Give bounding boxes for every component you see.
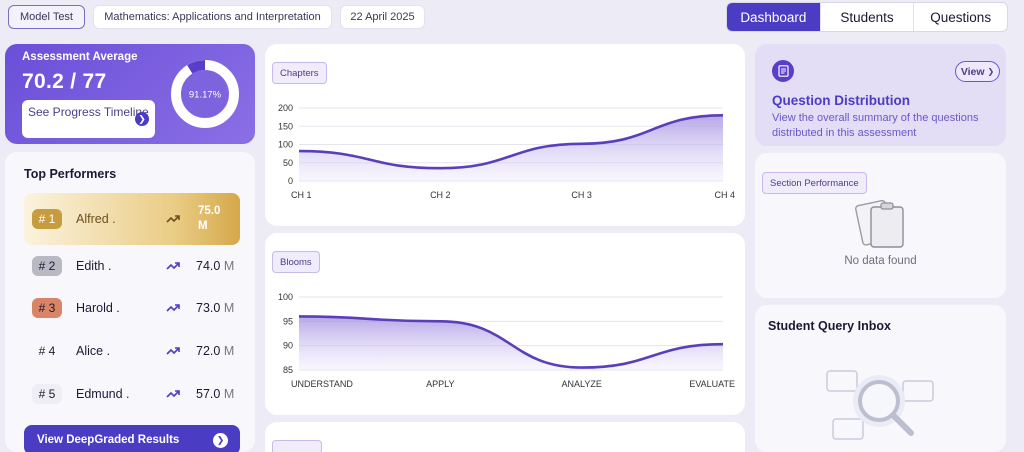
chapters-y-tick-label: 50 [283,158,293,168]
third-chart-tag [272,440,322,452]
tab-questions[interactable]: Questions [913,3,1007,31]
blooms-y-tick-label: 90 [283,341,293,351]
chapters-y-tick-label: 150 [278,121,293,131]
model-test-chip[interactable]: Model Test [8,5,85,29]
progress-button-label: See Progress Timeline [28,105,149,119]
tab-students[interactable]: Students [819,3,914,31]
performer-name: Edith . [76,259,112,273]
assessment-average-card: Assessment Average 70.2 / 77 See Progres… [5,44,255,144]
view-tabs: Dashboard Students Questions [726,2,1008,32]
student-query-inbox-card: Student Query Inbox [755,305,1006,452]
chapters-y-tick-label: 0 [288,176,293,186]
blooms-x-tick-label: UNDERSTAND [291,379,353,389]
tab-dashboard[interactable]: Dashboard [727,3,820,31]
document-icon [772,60,794,82]
top-performers-title: Top Performers [24,167,117,181]
blooms-y-tick-label: 85 [283,365,293,375]
third-chart-card [265,422,745,452]
no-data-text: No data found [844,255,917,267]
student-query-inbox-title: Student Query Inbox [768,319,891,333]
donut-center [182,71,228,117]
question-distribution-description: View the overall summary of the question… [772,112,979,139]
chevron-right-icon: ❯ [987,67,995,76]
chapters-y-tick-label: 200 [278,103,293,113]
chapters-x-tick-label: CH 3 [571,190,592,200]
performer-name: Alfred . [76,212,116,226]
performer-name: Harold . [76,301,120,315]
search-empty-illustration-icon [826,370,934,440]
rank-badge: # 5 [32,384,62,404]
blooms-y-tick-label: 100 [278,292,293,302]
view-deepgraded-results-button[interactable]: View DeepGraded Results ❯ [24,425,240,452]
subject-chip: Mathematics: Applications and Interpreta… [93,5,332,29]
trending-up-icon [166,215,180,223]
donut-progress-arc [171,59,239,128]
chapters-area-fill [299,115,723,181]
chevron-right-icon: ❯ [135,112,149,126]
performer-name: Alice . [76,344,111,358]
trending-up-icon [166,262,180,270]
performer-score: 57.0 M [196,387,235,401]
blooms-area-fill [299,316,723,370]
performer-row[interactable]: # 1 Alfred . 75.0 M [24,193,240,245]
performer-row[interactable]: # 5 Edmund . 57.0 M [24,375,240,413]
rank-badge: # 3 [32,298,62,318]
chapters-y-tick-label: 100 [278,140,293,150]
empty-clipboard-icon [855,199,904,248]
blooms-x-tick-label: EVALUATE [689,379,735,389]
date-chip: 22 April 2025 [340,5,425,29]
chapters-chart-card: Chapters 0 50 100 150 200 CH 1 CH 2 CH 3 CH 4 [265,44,745,226]
trending-up-icon [166,390,180,398]
rank-badge: # 2 [32,256,62,276]
performer-score: 72.0 M [196,344,235,358]
chapters-chart: 0 50 100 150 200 CH 1 CH 2 CH 3 CH 4 [278,103,735,200]
blooms-series-line [298,315,724,369]
trending-up-icon [166,304,180,312]
performer-row[interactable]: # 4 Alice . 72.0 M [24,332,240,370]
section-performance-tag: Section Performance [762,172,867,194]
chevron-right-icon: ❯ [213,433,228,448]
question-distribution-card: View ❯ Question Distribution View the ov… [755,44,1006,146]
blooms-x-tick-label: ANALYZE [561,379,601,389]
average-donut-chart: 91.17% [171,59,239,128]
blooms-x-tick-label: APPLY [426,379,454,389]
performer-score: 74.0 M [196,259,235,273]
chapters-series-line [298,114,724,170]
rank-badge: # 1 [32,209,62,229]
rank-badge: # 4 [38,344,56,358]
blooms-chart: 85 90 95 100 UNDERSTAND APPLY ANALYZE EVALUATE [278,292,735,389]
chapters-x-tick-label: CH 2 [430,190,451,200]
performer-name: Edmund . [76,387,130,401]
blooms-chart-tag: Blooms [272,251,320,273]
chapters-x-tick-label: CH 4 [714,190,735,200]
question-distribution-title: Question Distribution [772,93,910,108]
chapters-x-tick-label: CH 1 [291,190,312,200]
chapters-chart-tag: Chapters [272,62,327,84]
view-distribution-button[interactable]: View ❯ [955,61,1000,82]
see-progress-timeline-button[interactable]: See Progress Timeline ❯ [22,100,155,138]
trending-up-icon [166,347,180,355]
results-button-label: View DeepGraded Results [37,434,180,446]
blooms-y-tick-label: 95 [283,316,293,326]
performer-score: 75.0 M [198,205,221,232]
blooms-chart-card: Blooms 85 90 95 100 UNDERSTAND APPLY ANALYZE EV… [265,233,745,415]
performer-row[interactable]: # 2 Edith . 74.0 M [24,247,240,285]
assessment-average-score: 70.2 / 77 [22,70,107,93]
top-performers-card: Top Performers # 1 Alfred . 75.0 M # 2 Ed… [5,152,255,452]
assessment-average-title: Assessment Average [22,51,138,63]
performer-score: 73.0 M [196,301,235,315]
performer-row[interactable]: # 3 Harold . 73.0 M [24,289,240,327]
donut-percent-label: 91.17% [189,90,222,101]
section-performance-card: Section Performance No data found [755,153,1006,298]
